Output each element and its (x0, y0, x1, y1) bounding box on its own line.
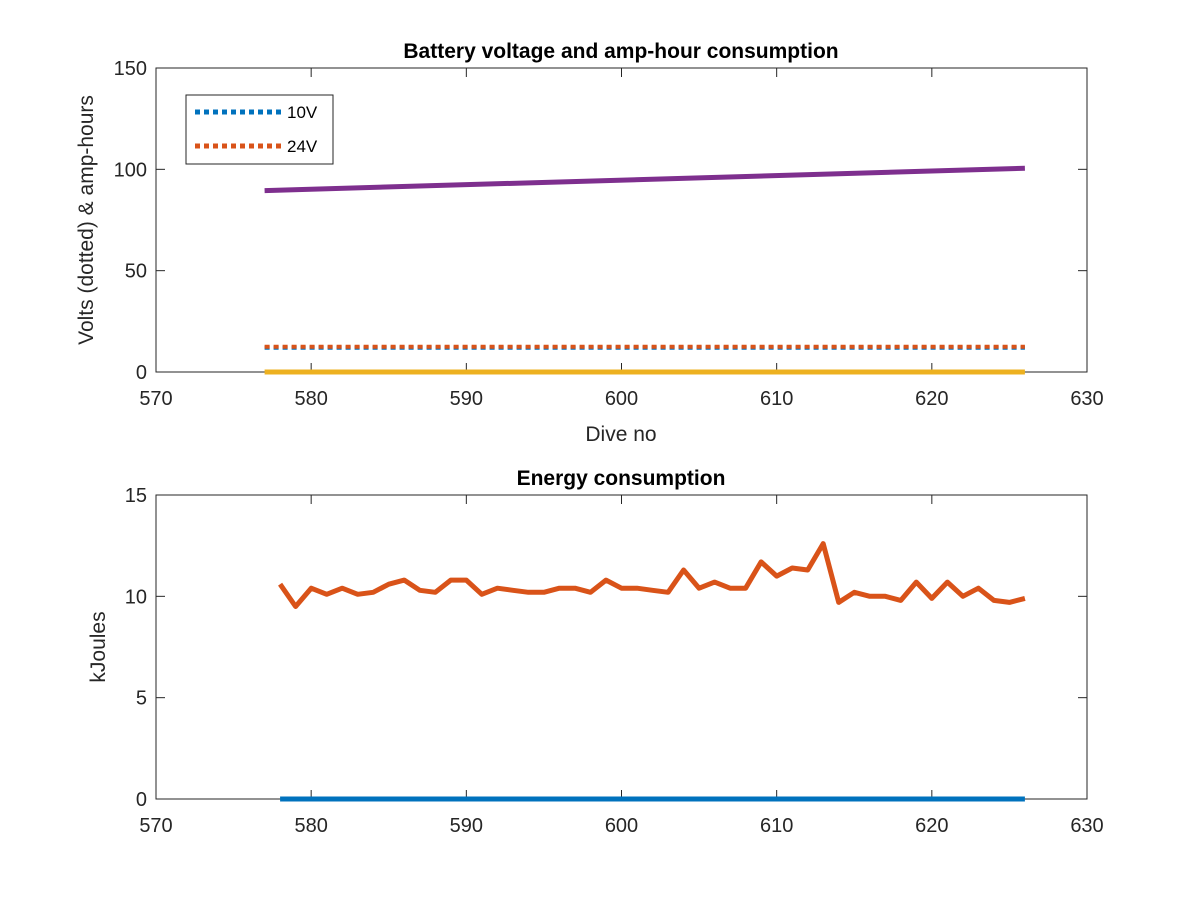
energy-chart-y-axis-label: kJoules (87, 611, 110, 682)
energy-chart-y-tick-label: 15 (125, 485, 147, 507)
energy-chart-y-tick-label: 0 (136, 789, 147, 811)
energy-chart-x-tick-label: 590 (450, 815, 483, 837)
legend-label-10v: 10V (287, 103, 318, 122)
energy-chart-x-tick-label: 630 (1070, 815, 1103, 837)
voltage-chart-y-tick-label: 0 (136, 362, 147, 384)
energy-chart-ticks: 570 580 590 600 610 620 630 0 5 10 15 (125, 485, 1104, 837)
voltage-chart-title: Battery voltage and amp-hour consumption (403, 40, 838, 63)
voltage-chart-series (264, 165, 1025, 375)
energy-chart-x-tick-label: 610 (760, 815, 793, 837)
voltage-chart-y-tick-label: 150 (114, 58, 147, 80)
voltage-chart-y-tick-label: 50 (125, 261, 147, 283)
energy-chart-series-line-1 (278, 541, 1026, 609)
energy-chart-axes-box (155, 494, 1088, 800)
voltage-chart-x-tick-label: 580 (294, 388, 327, 410)
legend-box (185, 94, 334, 165)
energy-chart-title: Energy consumption (517, 467, 726, 490)
voltage-chart-x-tick-label: 590 (450, 388, 483, 410)
energy-chart: Energy consumption kJoules 570 580 590 600 6… (87, 467, 1104, 837)
energy-chart-y-tick-label: 5 (136, 688, 147, 710)
voltage-chart-series-line-2 (264, 165, 1025, 194)
voltage-chart-x-tick-label: 630 (1070, 388, 1103, 410)
energy-chart-x-tick-label: 580 (294, 815, 327, 837)
energy-chart-y-tick-label: 10 (125, 586, 147, 608)
legend-label-24v: 24V (287, 137, 318, 156)
voltage-chart-x-tick-label: 600 (605, 388, 638, 410)
voltage-chart-legend: 10V 24V (185, 94, 334, 165)
voltage-chart-x-axis-label: Dive no (585, 423, 656, 446)
voltage-chart-ticks: 570 580 590 600 610 620 630 0 50 100 150 (114, 58, 1104, 410)
voltage-chart-y-axis-label: Volts (dotted) & amp-hours (75, 95, 98, 345)
voltage-chart-x-tick-label: 620 (915, 388, 948, 410)
energy-chart-x-tick-label: 600 (605, 815, 638, 837)
voltage-chart-y-tick-label: 100 (114, 159, 147, 181)
energy-chart-x-tick-label: 620 (915, 815, 948, 837)
energy-chart-series (278, 541, 1026, 802)
voltage-chart-x-tick-label: 570 (139, 388, 172, 410)
voltage-chart: Battery voltage and amp-hour consumption… (75, 40, 1104, 446)
voltage-chart-x-tick-label: 610 (760, 388, 793, 410)
energy-chart-x-tick-label: 570 (139, 815, 172, 837)
